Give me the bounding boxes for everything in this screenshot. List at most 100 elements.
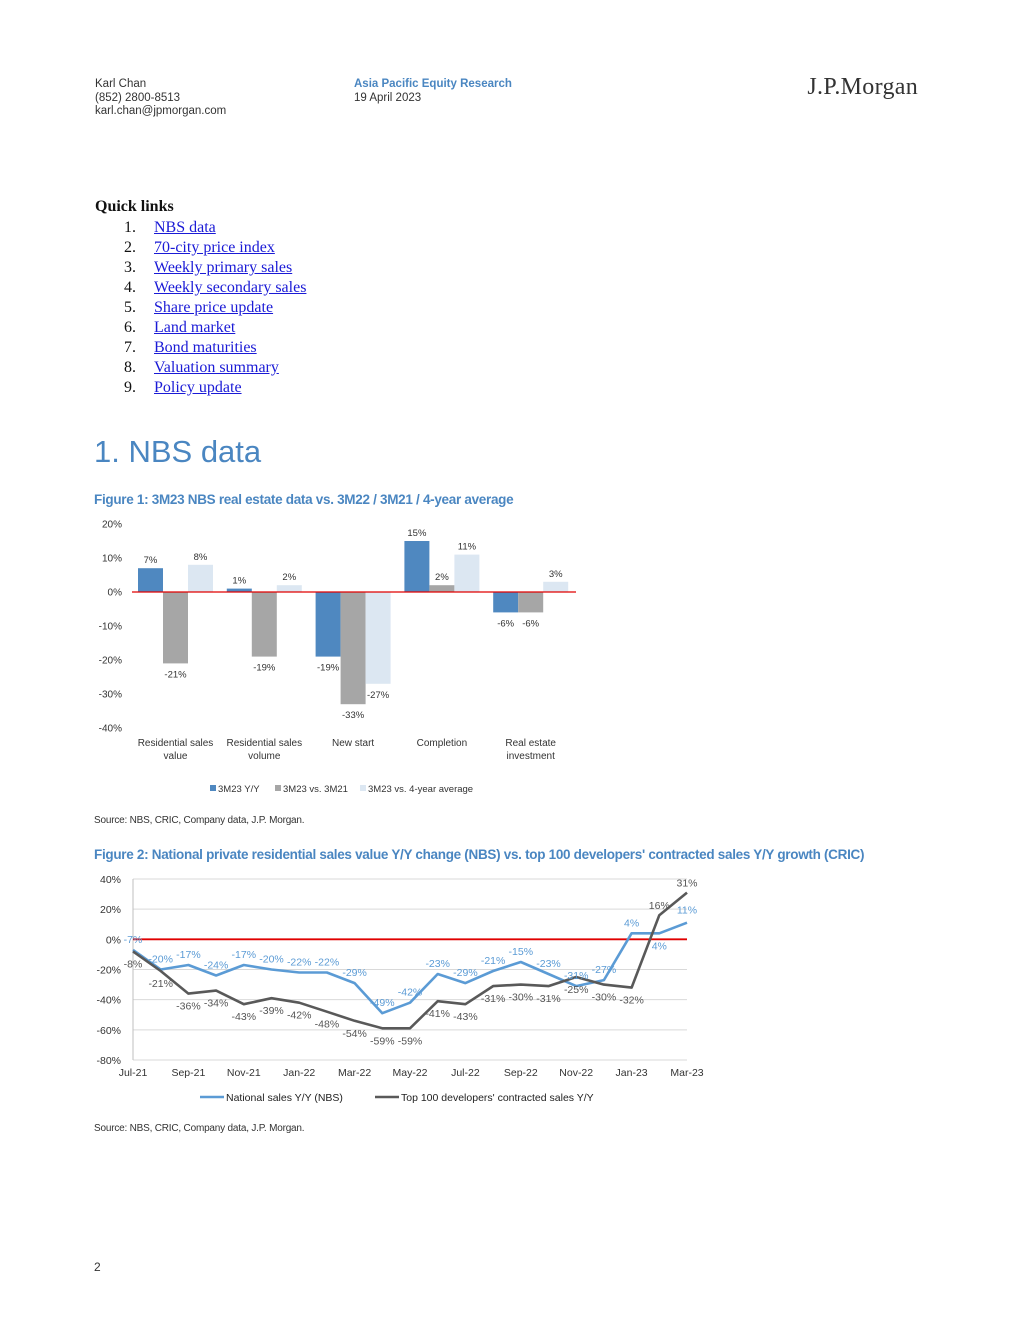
data-label: -29% <box>453 967 478 979</box>
bar <box>454 554 480 592</box>
y-tick-label: -20% <box>96 965 121 977</box>
x-tick-label: Mar-22 <box>338 1067 371 1079</box>
data-label: 4% <box>624 917 639 929</box>
data-label: -32% <box>619 995 644 1007</box>
header-report-block: Asia Pacific Equity Research 19 April 20… <box>354 78 512 105</box>
author-email[interactable]: karl.chan@jpmorgan.com <box>95 105 227 117</box>
x-tick-label: Sep-22 <box>504 1067 538 1079</box>
x-tick-label: May-22 <box>392 1067 427 1079</box>
data-label: 2% <box>435 572 449 583</box>
data-label: -27% <box>367 690 390 701</box>
bar <box>543 581 569 592</box>
data-label: -42% <box>287 1010 312 1022</box>
data-label: 31% <box>676 878 697 890</box>
category-label: New start <box>332 738 374 749</box>
data-label: 2% <box>282 572 296 583</box>
quick-link-land-market[interactable]: Land market <box>154 319 236 336</box>
bar <box>404 541 430 592</box>
quick-link-item: 4. Weekly secondary sales <box>124 278 306 298</box>
data-label: -21% <box>164 669 187 680</box>
quick-link-item: 6. Land market <box>124 318 306 338</box>
data-label: -15% <box>509 946 534 958</box>
data-label: -23% <box>425 958 450 970</box>
bar <box>188 564 213 592</box>
quick-link-secondary-sales[interactable]: Weekly secondary sales <box>154 279 307 296</box>
bar <box>276 585 302 592</box>
y-tick-label: 40% <box>100 874 121 886</box>
data-label: -59% <box>370 1035 395 1047</box>
quick-link-primary-sales[interactable]: Weekly primary sales <box>154 259 293 276</box>
legend-swatch <box>360 785 366 791</box>
y-tick-label: 10% <box>102 554 122 565</box>
quick-link-item: 9. Policy update <box>124 378 306 398</box>
quick-link-share-price[interactable]: Share price update <box>154 299 274 316</box>
bar <box>226 588 252 592</box>
data-label: -17% <box>232 949 257 961</box>
bar <box>163 592 188 664</box>
bar <box>315 592 341 657</box>
quick-link-number: 3. <box>124 259 136 276</box>
data-label: -6% <box>497 618 514 629</box>
quick-link-policy-update[interactable]: Policy update <box>154 379 242 396</box>
y-tick-label: 0% <box>108 588 123 599</box>
data-label: -43% <box>232 1011 257 1023</box>
figure1-title: Figure 1: 3M23 NBS real estate data vs. … <box>94 492 514 507</box>
y-tick-label: -80% <box>96 1055 121 1067</box>
figure2-line-chart: 40% 20% 0% -20% -40% -60% -80%Jul-21 Sep-21 Nov-… <box>96 874 703 1104</box>
quick-link-number: 5. <box>124 299 136 316</box>
data-label: 16% <box>649 900 670 912</box>
x-tick-label: Nov-22 <box>559 1067 593 1079</box>
quick-link-item: 1. NBS data <box>124 218 306 238</box>
y-tick-label: -40% <box>99 724 122 735</box>
bar <box>138 568 163 592</box>
data-label: -43% <box>453 1011 478 1023</box>
quick-link-number: 9. <box>124 379 136 396</box>
data-label: 8% <box>194 552 208 563</box>
quick-link-number: 8. <box>124 359 136 376</box>
data-label: -24% <box>204 960 229 972</box>
data-label: -36% <box>176 1001 201 1013</box>
jpmorgan-logo: J.P.Morgan <box>807 74 918 100</box>
data-label: -59% <box>398 1035 423 1047</box>
data-label: 4% <box>652 940 667 952</box>
quick-link-valuation-summary[interactable]: Valuation summary <box>154 359 279 376</box>
data-label: 3% <box>549 569 563 580</box>
data-label: 7% <box>144 555 158 566</box>
quick-links-list: 1. NBS data 2. 70-city price index 3. Weekl… <box>124 218 306 398</box>
data-label: 11% <box>677 905 697 917</box>
data-label: -30% <box>592 992 617 1004</box>
data-label: -22% <box>287 957 312 969</box>
bar <box>493 592 519 613</box>
author-phone: (852) 2800-8513 <box>95 91 181 104</box>
series-line <box>132 891 688 1030</box>
data-label: -33% <box>342 710 365 721</box>
quick-link-nbs-data[interactable]: NBS data <box>154 219 216 236</box>
data-label: -42% <box>398 987 423 999</box>
quick-link-bond-maturities[interactable]: Bond maturities <box>154 339 257 356</box>
data-label: 11% <box>458 542 477 553</box>
data-label: -23% <box>536 958 561 970</box>
quick-links-title: Quick links <box>95 198 174 215</box>
y-tick-label: 20% <box>102 520 122 531</box>
figure1-source: Source: NBS, CRIC, Company data, J.P. Mo… <box>94 815 305 826</box>
department-label: Asia Pacific Equity Research <box>354 78 512 90</box>
quick-link-number: 1. <box>124 219 136 236</box>
quick-link-item: 8. Valuation summary <box>124 358 306 378</box>
legend-label: 3M23 vs. 3M21 <box>283 784 348 795</box>
data-label: -21% <box>481 955 506 967</box>
category-label: Completion <box>417 738 468 749</box>
header-author-block: Karl Chan (852) 2800-8513 karl.chan@jpmo… <box>95 78 226 119</box>
legend-label: Top 100 developers' contracted sales Y/Y <box>401 1092 594 1104</box>
quick-link-number: 4. <box>124 279 136 296</box>
data-label: -19% <box>317 663 340 674</box>
y-tick-label: -30% <box>99 690 122 701</box>
data-label: -17% <box>176 949 201 961</box>
y-tick-label: -60% <box>96 1025 121 1037</box>
quick-link-price-index[interactable]: 70-city price index <box>154 239 275 256</box>
data-label: -19% <box>253 663 276 674</box>
author-name: Karl Chan <box>95 78 147 90</box>
legend-swatch <box>275 785 281 791</box>
data-label: -27% <box>592 964 617 976</box>
data-label: -54% <box>342 1028 367 1040</box>
x-tick-label: Jan-23 <box>616 1067 648 1079</box>
